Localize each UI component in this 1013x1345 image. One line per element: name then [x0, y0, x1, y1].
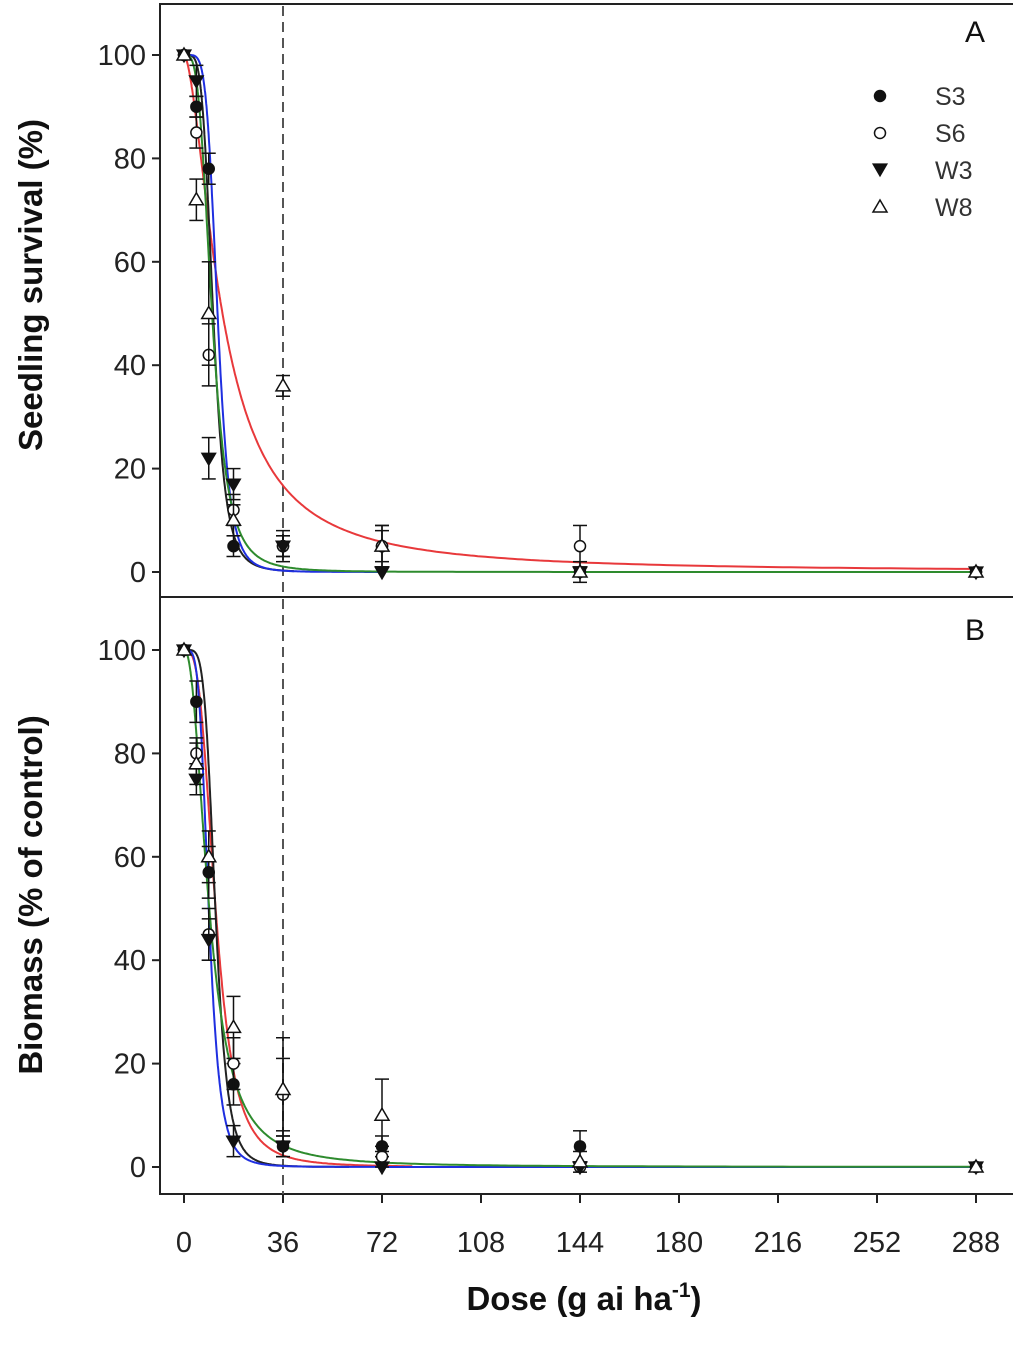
- legend: S3 S6 W3 W8: [871, 83, 973, 222]
- panel-b-point-w3: [225, 1135, 242, 1150]
- panel-b-point-w8: [188, 755, 205, 770]
- panel-b-curve-s3: [184, 649, 413, 1168]
- panel-a-point-w8: [225, 511, 242, 527]
- panel-b-letter: B: [965, 614, 985, 647]
- panel-a-point-s6: [190, 126, 203, 139]
- legend-label-w8: W8: [935, 194, 973, 222]
- panel-b-point-w8: [225, 1018, 242, 1034]
- panel-a-point-w8: [967, 563, 985, 578]
- x-axis-title-close: ): [691, 1280, 702, 1317]
- panel-b-point-w8: [571, 1153, 589, 1168]
- panel-a-letter: A: [965, 16, 985, 49]
- panel-b-y-tick-label: 40: [114, 945, 146, 977]
- x-tick-label: 180: [655, 1227, 703, 1259]
- panel-a-point-w8: [200, 305, 218, 320]
- panel-a-y-tick-label: 0: [130, 557, 146, 589]
- panel-b-y-tick-label: 80: [114, 738, 146, 770]
- panel-a-point-s3: [190, 100, 203, 113]
- panel-a-point-w3: [225, 478, 242, 493]
- panel-a-y-tick-label: 100: [98, 40, 146, 72]
- panel-a-point-s3: [202, 162, 215, 175]
- panel-a-point-w8: [571, 563, 589, 578]
- panel-a-point-w8: [175, 46, 193, 61]
- panel-b-curve-w8: [183, 649, 976, 1168]
- panel-a-point-w3: [188, 75, 205, 90]
- panel-b-y-tick-label: 0: [130, 1152, 146, 1184]
- panel-a-curve-w8: [184, 54, 976, 573]
- panel-b-point-w8: [175, 641, 193, 656]
- x-axis-title-superscript: -1: [672, 1279, 691, 1302]
- panel-b-point-s3: [573, 1140, 587, 1153]
- panel-b-y-tick-label: 60: [114, 842, 146, 874]
- panel-b-y-tick-label: 100: [98, 635, 146, 667]
- panel-b-point-s6: [227, 1057, 240, 1070]
- panel-b-point-s3: [190, 695, 203, 708]
- x-tick-label: 144: [556, 1227, 604, 1259]
- x-tick-label: 252: [853, 1227, 901, 1259]
- panel-a-y-tick-label: 40: [114, 350, 146, 382]
- panel-b-frame: [159, 596, 1013, 1195]
- legend-label-s6: S6: [935, 120, 966, 148]
- panel-a-y-tick-label: 20: [114, 454, 146, 486]
- panel-a-point-w3: [274, 540, 292, 555]
- panel-a-point-s6: [573, 539, 587, 553]
- legend-marker-w8: [871, 198, 889, 213]
- panel-a-y-tick-label: 60: [114, 247, 146, 279]
- panel-b-point-w8: [274, 1080, 292, 1096]
- x-tick-label: 72: [366, 1227, 398, 1259]
- panel-b-point-w8: [373, 1106, 391, 1122]
- panel-a-point-w8: [188, 191, 205, 206]
- plot-layer: 0 20 40 60 80 100 0 20 40 60 80 100 0 36 72 108 144 180 21…: [98, 6, 1000, 1259]
- x-tick-label: 288: [952, 1227, 1000, 1259]
- legend-marker-w3: [871, 163, 889, 178]
- panel-a-point-w8: [373, 537, 391, 552]
- x-axis-title-main: Dose (g ai ha: [466, 1280, 672, 1317]
- panel-b-point-w8: [200, 848, 218, 863]
- panel-b-point-w3: [373, 1161, 391, 1176]
- x-tick-label: 0: [176, 1227, 192, 1259]
- panel-a-point-w8: [274, 377, 292, 392]
- panel-a-point-s3: [227, 539, 240, 553]
- panel-b-y-tick-label: 20: [114, 1049, 146, 1081]
- x-tick-label: 36: [267, 1227, 299, 1259]
- panel-a-point-w3: [200, 452, 217, 467]
- panel-a-y-tick-label: 80: [114, 143, 146, 175]
- panel-b-y-axis-title: Biomass (% of control): [12, 715, 49, 1074]
- x-axis-title: Dose (g ai ha-1): [466, 1279, 701, 1317]
- legend-label-s3: S3: [935, 83, 966, 111]
- panel-b-point-s6: [375, 1150, 389, 1163]
- panel-b-curve-w3: [184, 649, 976, 1168]
- legend-marker-s6: [873, 126, 887, 140]
- panel-b-point-w8: [967, 1158, 985, 1173]
- legend-marker-s3: [873, 89, 887, 103]
- panel-a-curve-s3: [183, 54, 977, 570]
- legend-label-w3: W3: [935, 157, 973, 185]
- x-tick-label: 216: [754, 1227, 802, 1259]
- x-tick-label: 108: [457, 1227, 505, 1259]
- panel-a-y-axis-title: Seedling survival (%): [12, 119, 49, 451]
- panel-a-curve-w3: [184, 54, 382, 573]
- panel-b-point-w3: [200, 933, 217, 948]
